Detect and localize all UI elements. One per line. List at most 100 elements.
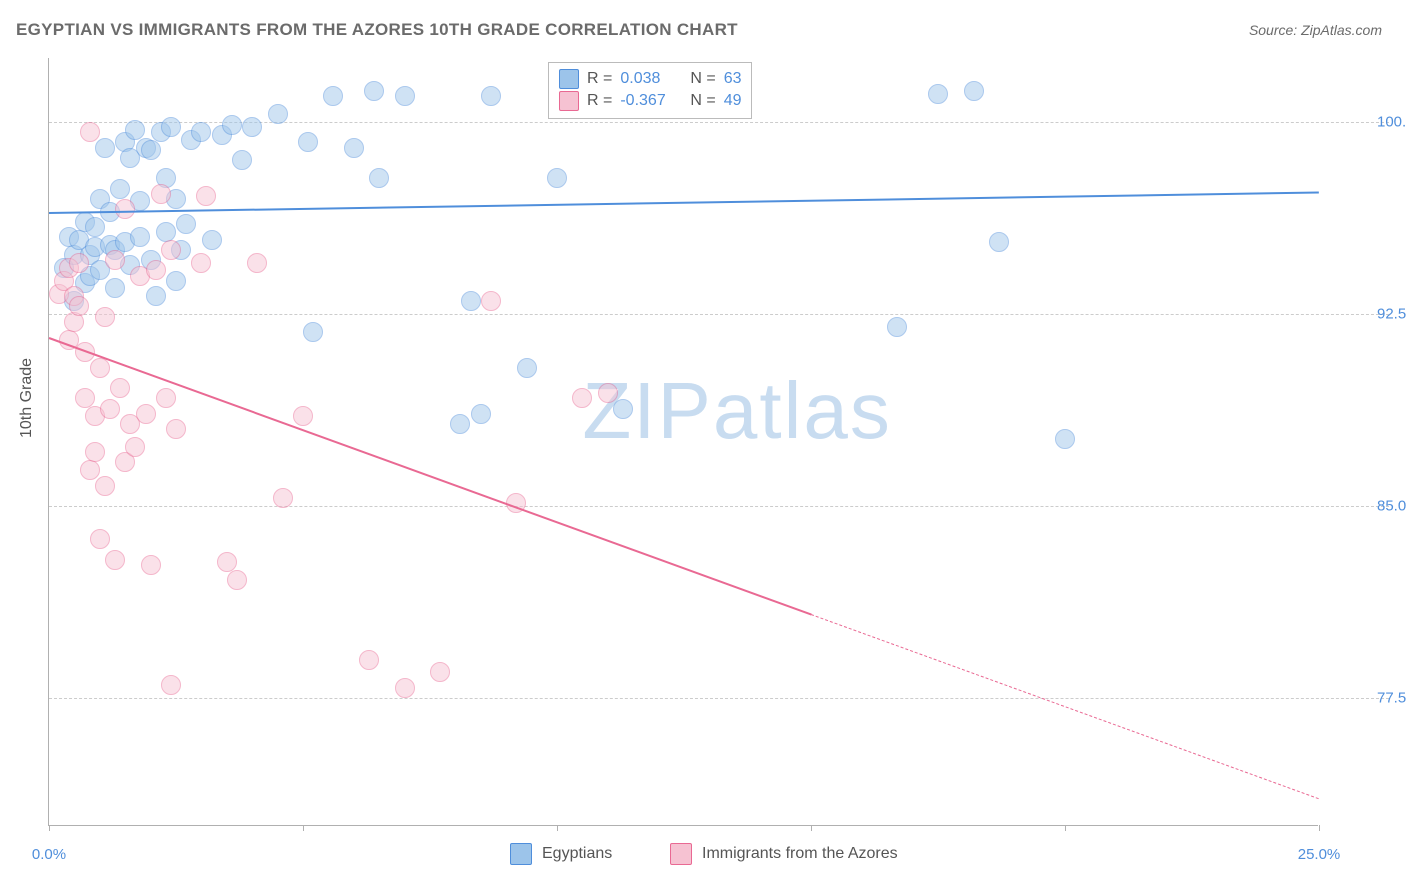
scatter-point <box>517 358 537 378</box>
scatter-point <box>95 307 115 327</box>
scatter-point <box>95 476 115 496</box>
series-legend-item: Egyptians <box>510 843 612 865</box>
correlation-legend: R =0.038N =63R =-0.367N =49 <box>548 62 752 119</box>
scatter-point <box>430 662 450 682</box>
trend-line <box>49 337 812 615</box>
scatter-point <box>222 115 242 135</box>
scatter-point <box>547 168 567 188</box>
scatter-point <box>161 675 181 695</box>
y-tick-label: 100.0% <box>1377 114 1406 131</box>
n-value: 49 <box>724 90 742 112</box>
scatter-point <box>395 678 415 698</box>
scatter-point <box>80 122 100 142</box>
scatter-point <box>136 404 156 424</box>
scatter-point <box>450 414 470 434</box>
scatter-point <box>90 358 110 378</box>
y-tick-label: 85.0% <box>1377 498 1406 515</box>
scatter-point <box>191 253 211 273</box>
scatter-point <box>166 419 186 439</box>
scatter-point <box>176 214 196 234</box>
scatter-point <box>242 117 262 137</box>
scatter-point <box>90 529 110 549</box>
legend-row: R =0.038N =63 <box>559 68 741 90</box>
r-label: R = <box>587 68 612 90</box>
scatter-point <box>359 650 379 670</box>
scatter-point <box>110 179 130 199</box>
scatter-point <box>202 230 222 250</box>
scatter-point <box>130 227 150 247</box>
chart-title: EGYPTIAN VS IMMIGRANTS FROM THE AZORES 1… <box>16 20 738 40</box>
x-tick-mark <box>1319 825 1320 831</box>
gridline <box>49 506 1389 507</box>
scatter-point <box>572 388 592 408</box>
scatter-point <box>928 84 948 104</box>
legend-swatch <box>670 843 692 865</box>
gridline <box>49 314 1389 315</box>
scatter-point <box>598 383 618 403</box>
scatter-point <box>115 199 135 219</box>
scatter-point <box>85 442 105 462</box>
legend-swatch <box>510 843 532 865</box>
scatter-point <box>471 404 491 424</box>
scatter-point <box>247 253 267 273</box>
scatter-point <box>232 150 252 170</box>
scatter-point <box>146 260 166 280</box>
n-label: N = <box>690 68 715 90</box>
scatter-plot-area: ZIPatlas 77.5%85.0%92.5%100.0%0.0%25.0% <box>48 58 1318 826</box>
scatter-point <box>141 555 161 575</box>
scatter-point <box>323 86 343 106</box>
scatter-point <box>964 81 984 101</box>
scatter-point <box>989 232 1009 252</box>
legend-swatch <box>559 91 579 111</box>
scatter-point <box>217 552 237 572</box>
scatter-point <box>1055 429 1075 449</box>
scatter-point <box>105 250 125 270</box>
x-tick-mark <box>49 825 50 831</box>
scatter-point <box>481 86 501 106</box>
scatter-point <box>196 186 216 206</box>
scatter-point <box>105 278 125 298</box>
scatter-point <box>369 168 389 188</box>
scatter-point <box>151 184 171 204</box>
x-tick-mark <box>557 825 558 831</box>
legend-label: Immigrants from the Azores <box>702 845 898 863</box>
scatter-point <box>191 122 211 142</box>
scatter-point <box>344 138 364 158</box>
scatter-point <box>298 132 318 152</box>
y-axis-label: 10th Grade <box>18 358 36 438</box>
scatter-point <box>613 399 633 419</box>
r-value: -0.367 <box>620 90 682 112</box>
scatter-point <box>80 460 100 480</box>
scatter-point <box>95 138 115 158</box>
scatter-point <box>293 406 313 426</box>
legend-row: R = -0.367 N = 49 <box>559 90 741 112</box>
scatter-point <box>100 399 120 419</box>
x-tick-label: 0.0% <box>32 846 66 863</box>
scatter-point <box>69 296 89 316</box>
trend-line <box>49 191 1319 213</box>
r-value: 0.038 <box>620 68 682 90</box>
scatter-point <box>461 291 481 311</box>
scatter-point <box>887 317 907 337</box>
scatter-point <box>227 570 247 590</box>
legend-swatch <box>559 69 579 89</box>
scatter-point <box>105 550 125 570</box>
scatter-point <box>364 81 384 101</box>
scatter-point <box>161 240 181 260</box>
x-tick-mark <box>1065 825 1066 831</box>
series-legend-item: Immigrants from the Azores <box>670 843 898 865</box>
n-label: N = <box>690 90 715 112</box>
scatter-point <box>125 437 145 457</box>
source-attribution: Source: ZipAtlas.com <box>1249 22 1382 38</box>
x-tick-mark <box>303 825 304 831</box>
scatter-point <box>69 253 89 273</box>
scatter-point <box>268 104 288 124</box>
scatter-point <box>85 217 105 237</box>
scatter-point <box>141 140 161 160</box>
trend-line <box>811 614 1319 799</box>
scatter-point <box>156 222 176 242</box>
legend-label: Egyptians <box>542 845 612 863</box>
x-tick-mark <box>811 825 812 831</box>
r-label: R = <box>587 90 612 112</box>
scatter-point <box>303 322 323 342</box>
